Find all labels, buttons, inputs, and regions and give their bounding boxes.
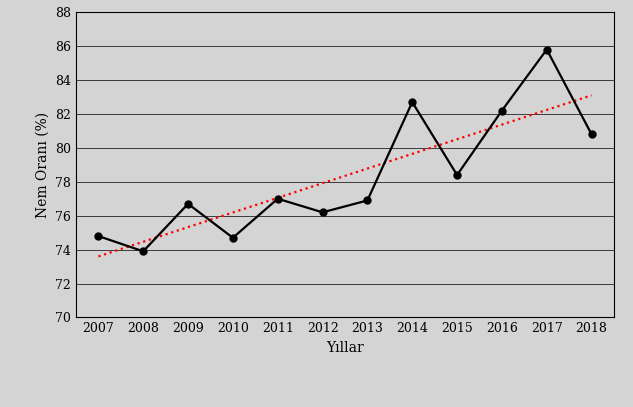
Yıllık Nem Oranı <box>543 47 551 52</box>
Yıllık Nem Oranı <box>498 108 506 113</box>
Yıllık Nem Oranı <box>453 173 461 177</box>
Yıllık Nem Oranı <box>184 201 192 206</box>
Yıllık Nem Oranı <box>139 249 147 254</box>
Yıllık Nem Oranı <box>319 210 327 215</box>
Yıllık Nem Oranı <box>274 196 282 201</box>
X-axis label: Yıllar: Yıllar <box>326 341 364 355</box>
Line: Yıllık Nem Oranı: Yıllık Nem Oranı <box>95 46 595 255</box>
Legend: Yıllık Nem Oranı, Eğilim Çizgisi: Yıllık Nem Oranı, Eğilim Çizgisi <box>192 404 498 407</box>
Yıllık Nem Oranı <box>229 235 237 240</box>
Yıllık Nem Oranı <box>94 234 102 239</box>
Yıllık Nem Oranı <box>588 132 596 137</box>
Y-axis label: Nem Oranı (%): Nem Oranı (%) <box>35 112 49 218</box>
Yıllık Nem Oranı <box>363 198 371 203</box>
Yıllık Nem Oranı <box>408 100 416 105</box>
